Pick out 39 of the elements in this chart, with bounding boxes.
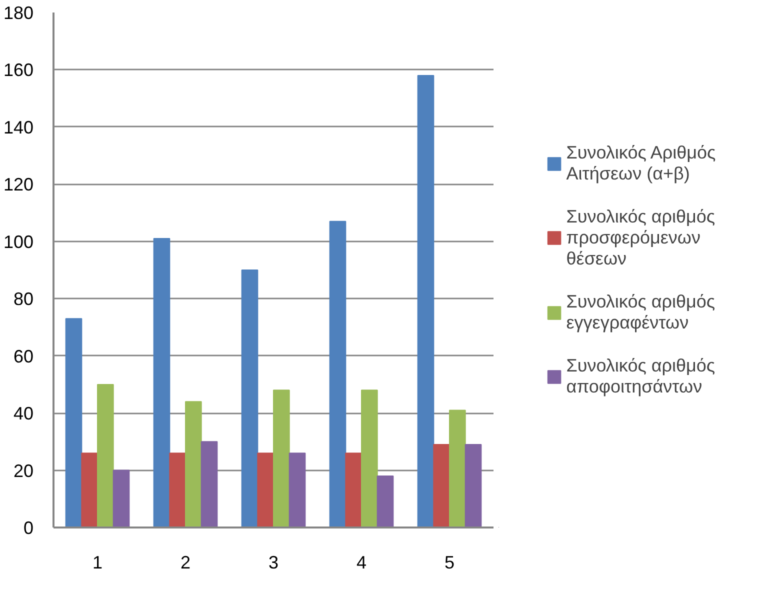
bar: [81, 452, 98, 528]
bar: [185, 401, 202, 528]
x-tick-label: 1: [92, 552, 103, 572]
x-tick-label: 4: [356, 552, 367, 572]
y-tick-label: 20: [13, 460, 34, 481]
bar: [376, 476, 394, 528]
bar: [329, 220, 346, 528]
bar: [288, 452, 306, 528]
x-tick-label: 2: [180, 552, 191, 572]
bar: [169, 452, 186, 528]
y-tick-label: 160: [3, 60, 34, 80]
y-tick-label: 180: [3, 3, 34, 23]
y-tick-label: 40: [13, 404, 34, 424]
y-tick-label: 100: [3, 232, 34, 252]
y-tick-label: 140: [3, 117, 34, 138]
bar: [241, 270, 258, 528]
bar: [200, 441, 218, 528]
bar: [257, 452, 274, 528]
x-tick-label: 3: [268, 552, 279, 572]
legend-label: Συνολικός Αριθμός Αιτήσεων (α+β): [566, 142, 716, 184]
x-tick-label: 5: [444, 552, 455, 572]
legend-label: Συνολικός αριθμός προσφερόμενων θέσεων: [566, 206, 716, 269]
bar: [433, 444, 450, 528]
y-tick-label: 120: [3, 174, 34, 195]
bar: [417, 74, 434, 528]
bar: [273, 390, 290, 528]
bar: [449, 410, 466, 528]
bar: [65, 318, 82, 528]
bar: [153, 238, 170, 528]
y-tick-label: 0: [23, 518, 34, 538]
bar: [361, 390, 378, 528]
bar: [112, 470, 130, 528]
bar: [345, 452, 362, 528]
bar: [464, 444, 482, 528]
y-tick-label: 80: [13, 289, 34, 310]
bar: [97, 384, 114, 528]
legend-label: Συνολικός αριθμός αποφοιτησάντων: [566, 355, 716, 397]
y-tick-label: 60: [13, 346, 34, 366]
legend-label: Συνολικός αριθμός εγγεγραφέντων: [566, 291, 716, 333]
